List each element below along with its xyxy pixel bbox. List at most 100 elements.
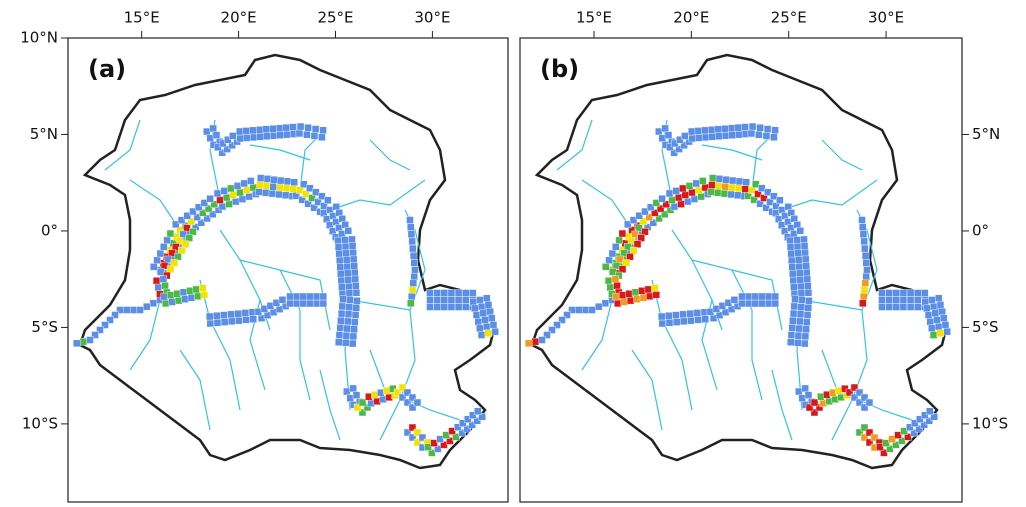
grid-cell	[788, 324, 796, 332]
grid-cell	[701, 315, 709, 323]
grid-cell	[351, 311, 360, 319]
grid-cell	[850, 383, 859, 392]
grid-cell	[758, 299, 766, 308]
grid-cell	[174, 253, 182, 261]
grid-cell	[882, 439, 890, 447]
grid-cell	[249, 126, 257, 135]
grid-cell	[306, 184, 314, 192]
grid-cell	[701, 133, 710, 142]
grid-cell	[282, 184, 291, 193]
grid-cell	[263, 175, 272, 183]
grid-cell	[106, 316, 114, 324]
grid-cell	[803, 318, 811, 326]
grid-cell	[183, 212, 191, 220]
grid-cell	[303, 131, 311, 139]
grid-cell	[863, 266, 871, 274]
grid-cell	[312, 292, 321, 301]
grid-cell	[675, 145, 683, 153]
grid-cell	[408, 423, 417, 432]
grid-cell	[344, 317, 352, 326]
grid-cell	[796, 269, 804, 278]
grid-cell	[334, 243, 343, 251]
grid-cell	[481, 316, 489, 324]
grid-cell	[407, 223, 415, 231]
grid-cell	[926, 407, 934, 415]
grid-cell	[888, 435, 896, 443]
grid-cell	[213, 189, 222, 198]
grid-cell	[906, 289, 915, 297]
grid-cell	[662, 200, 670, 208]
grid-cell	[938, 307, 946, 316]
grid-cell	[601, 299, 610, 308]
grid-cell	[618, 265, 627, 274]
grid-cell	[306, 292, 314, 301]
grid-cell	[314, 198, 322, 206]
grid-cell	[448, 427, 456, 435]
grid-cell	[440, 441, 448, 449]
grid-cell	[403, 428, 412, 437]
grid-cell	[283, 177, 292, 186]
grid-cell	[469, 289, 477, 297]
river	[556, 119, 593, 171]
grid-cell	[407, 299, 415, 308]
grid-cell	[744, 292, 753, 301]
grid-cell	[353, 403, 362, 412]
grid-cell	[637, 234, 645, 242]
grid-cell	[218, 149, 226, 157]
grid-cell	[304, 200, 312, 208]
grid-cell	[213, 319, 222, 327]
grid-cell	[406, 216, 414, 224]
grid-cell	[738, 299, 746, 308]
grid-cell	[797, 289, 806, 298]
grid-cell	[631, 288, 640, 296]
grid-cell	[862, 272, 870, 281]
panel-label: (a)	[88, 55, 126, 83]
grid-cell	[645, 213, 653, 221]
grid-cell	[639, 217, 648, 226]
grid-cell	[693, 309, 702, 317]
grid-cell	[263, 132, 271, 140]
grid-cell	[608, 249, 617, 258]
grid-cell	[177, 216, 186, 224]
grid-cell	[203, 214, 211, 223]
basin-outline	[78, 53, 497, 470]
river	[581, 299, 613, 371]
grid-cell	[801, 384, 809, 393]
grid-cell	[727, 190, 735, 199]
grid-cell	[622, 259, 630, 267]
river	[821, 139, 863, 171]
grid-cell	[346, 394, 354, 402]
grid-cell	[200, 291, 209, 299]
grid-cell	[794, 249, 802, 258]
grid-cell	[735, 130, 743, 139]
grid-cell	[805, 403, 814, 412]
grid-cell	[336, 324, 344, 332]
grid-cell	[680, 317, 688, 326]
grid-cell	[741, 185, 750, 193]
grid-cell	[454, 296, 463, 304]
grid-cell	[277, 176, 285, 185]
grid-cell	[418, 433, 427, 442]
grid-cell	[626, 296, 635, 305]
lon-tick-label: 20°E	[221, 9, 257, 27]
grid-cell	[738, 292, 746, 301]
grid-cell	[630, 246, 638, 255]
lat-tick-label: 0°	[972, 221, 989, 239]
grid-cell	[795, 387, 803, 396]
grid-cell	[671, 139, 679, 148]
grid-cell	[477, 302, 486, 311]
grid-cell	[760, 194, 768, 202]
grid-cell	[787, 338, 795, 346]
grid-cell	[860, 237, 868, 246]
grid-cell	[234, 309, 242, 318]
grid-cell	[715, 175, 724, 183]
river	[731, 269, 783, 331]
river	[631, 349, 663, 431]
grid-cell	[911, 419, 919, 427]
grid-cell	[861, 252, 870, 260]
grid-cell	[295, 129, 304, 138]
river	[379, 309, 416, 441]
grid-cell	[898, 437, 906, 445]
grid-cell	[268, 189, 277, 198]
